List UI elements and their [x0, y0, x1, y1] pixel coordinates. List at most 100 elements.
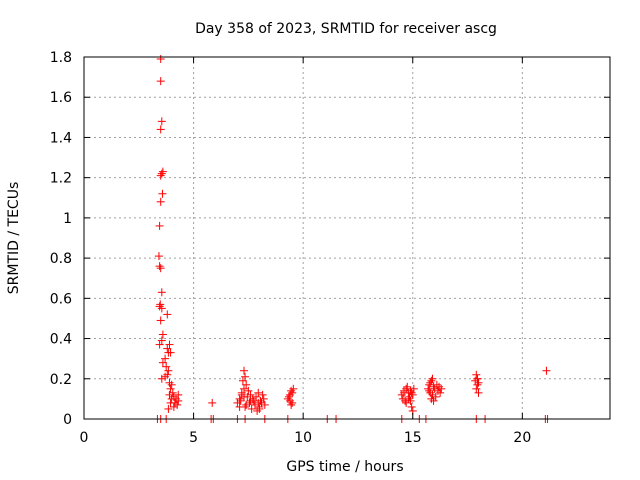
chart-title: Day 358 of 2023, SRMTID for receiver asc… [195, 21, 497, 37]
data-point [437, 384, 446, 393]
data-point [158, 358, 167, 367]
data-point [156, 125, 165, 134]
data-point [161, 372, 170, 381]
data-point [155, 340, 164, 349]
data-point [472, 384, 481, 393]
data-point [427, 376, 436, 385]
data-point [284, 392, 293, 401]
y-axis-ticks: 0 0.2 0.4 0.6 0.8 1 1.2 1.4 1.6 1.8 [50, 50, 610, 428]
data-point [157, 117, 166, 126]
data-point [157, 374, 166, 383]
data-point [157, 169, 166, 178]
data-point [169, 402, 178, 411]
data-point [166, 348, 175, 357]
data-point [156, 55, 165, 64]
y-tick-label: 0.6 [50, 291, 72, 307]
data-point [155, 262, 164, 271]
data-point [288, 388, 297, 397]
data-point [255, 404, 264, 413]
data-point [163, 344, 172, 353]
plot-frame [83, 56, 611, 420]
y-tick-label: 0 [63, 412, 72, 428]
data-point [165, 340, 174, 349]
data-point [428, 390, 437, 399]
data-point [428, 374, 437, 383]
data-point [473, 374, 482, 383]
data-point [408, 390, 417, 399]
data-point [244, 386, 253, 395]
data-point [474, 378, 483, 387]
data-point [259, 394, 268, 403]
data-point [156, 300, 165, 309]
data-point [156, 171, 165, 180]
data-point [158, 189, 167, 198]
x-axis-label: GPS time / hours [286, 459, 403, 475]
x-tick-label: 20 [513, 430, 531, 446]
x-tick-label: 0 [80, 430, 89, 446]
data-point [238, 376, 247, 385]
data-point [472, 370, 481, 379]
data-point [242, 400, 251, 409]
data-point [157, 304, 166, 313]
data-point [158, 167, 167, 176]
data-point [166, 398, 175, 407]
data-point [155, 221, 164, 230]
data-point [241, 372, 250, 381]
data-point [166, 384, 175, 393]
data-point [167, 394, 176, 403]
data-point [158, 330, 167, 339]
data-point [406, 386, 415, 395]
data-point [258, 390, 267, 399]
data-point [154, 252, 163, 261]
data-point [254, 398, 263, 407]
data-point [254, 388, 263, 397]
data-point [156, 77, 165, 86]
data-point [542, 366, 551, 375]
data-point [407, 402, 416, 411]
data-point [236, 396, 245, 405]
y-tick-label: 1.4 [50, 130, 72, 146]
data-point [404, 394, 413, 403]
data-point [162, 362, 171, 371]
data-point [156, 316, 165, 325]
y-tick-label: 0.8 [50, 251, 72, 267]
data-point [425, 386, 434, 395]
data-point [429, 396, 438, 405]
data-point [246, 396, 255, 405]
data-point [436, 388, 445, 397]
y-tick-label: 1 [63, 211, 72, 227]
data-point [168, 388, 177, 397]
data-points [153, 55, 552, 423]
data-point [164, 404, 173, 413]
data-point [164, 366, 173, 375]
data-point [239, 384, 248, 393]
y-tick-label: 0.4 [50, 332, 72, 348]
data-point [426, 378, 435, 387]
data-point [288, 398, 297, 407]
data-point [163, 310, 172, 319]
y-tick-label: 1.8 [50, 50, 72, 66]
x-tick-label: 10 [294, 430, 312, 446]
data-point [405, 392, 414, 401]
y-tick-label: 1.6 [50, 90, 72, 106]
grid-lines [84, 57, 610, 419]
data-point [173, 400, 182, 409]
data-point [431, 392, 440, 401]
data-point [402, 384, 411, 393]
data-point [474, 388, 483, 397]
data-point [242, 380, 251, 389]
data-point [399, 388, 408, 397]
data-point [235, 394, 244, 403]
data-point [174, 390, 183, 399]
data-point [260, 400, 269, 409]
data-point [245, 398, 254, 407]
data-point [233, 398, 242, 407]
data-point [157, 288, 166, 297]
data-point [156, 264, 165, 273]
data-point [167, 380, 176, 389]
data-point [250, 400, 259, 409]
y-axis-label: SRMTID / TECUs [6, 182, 22, 295]
data-point [289, 384, 298, 393]
